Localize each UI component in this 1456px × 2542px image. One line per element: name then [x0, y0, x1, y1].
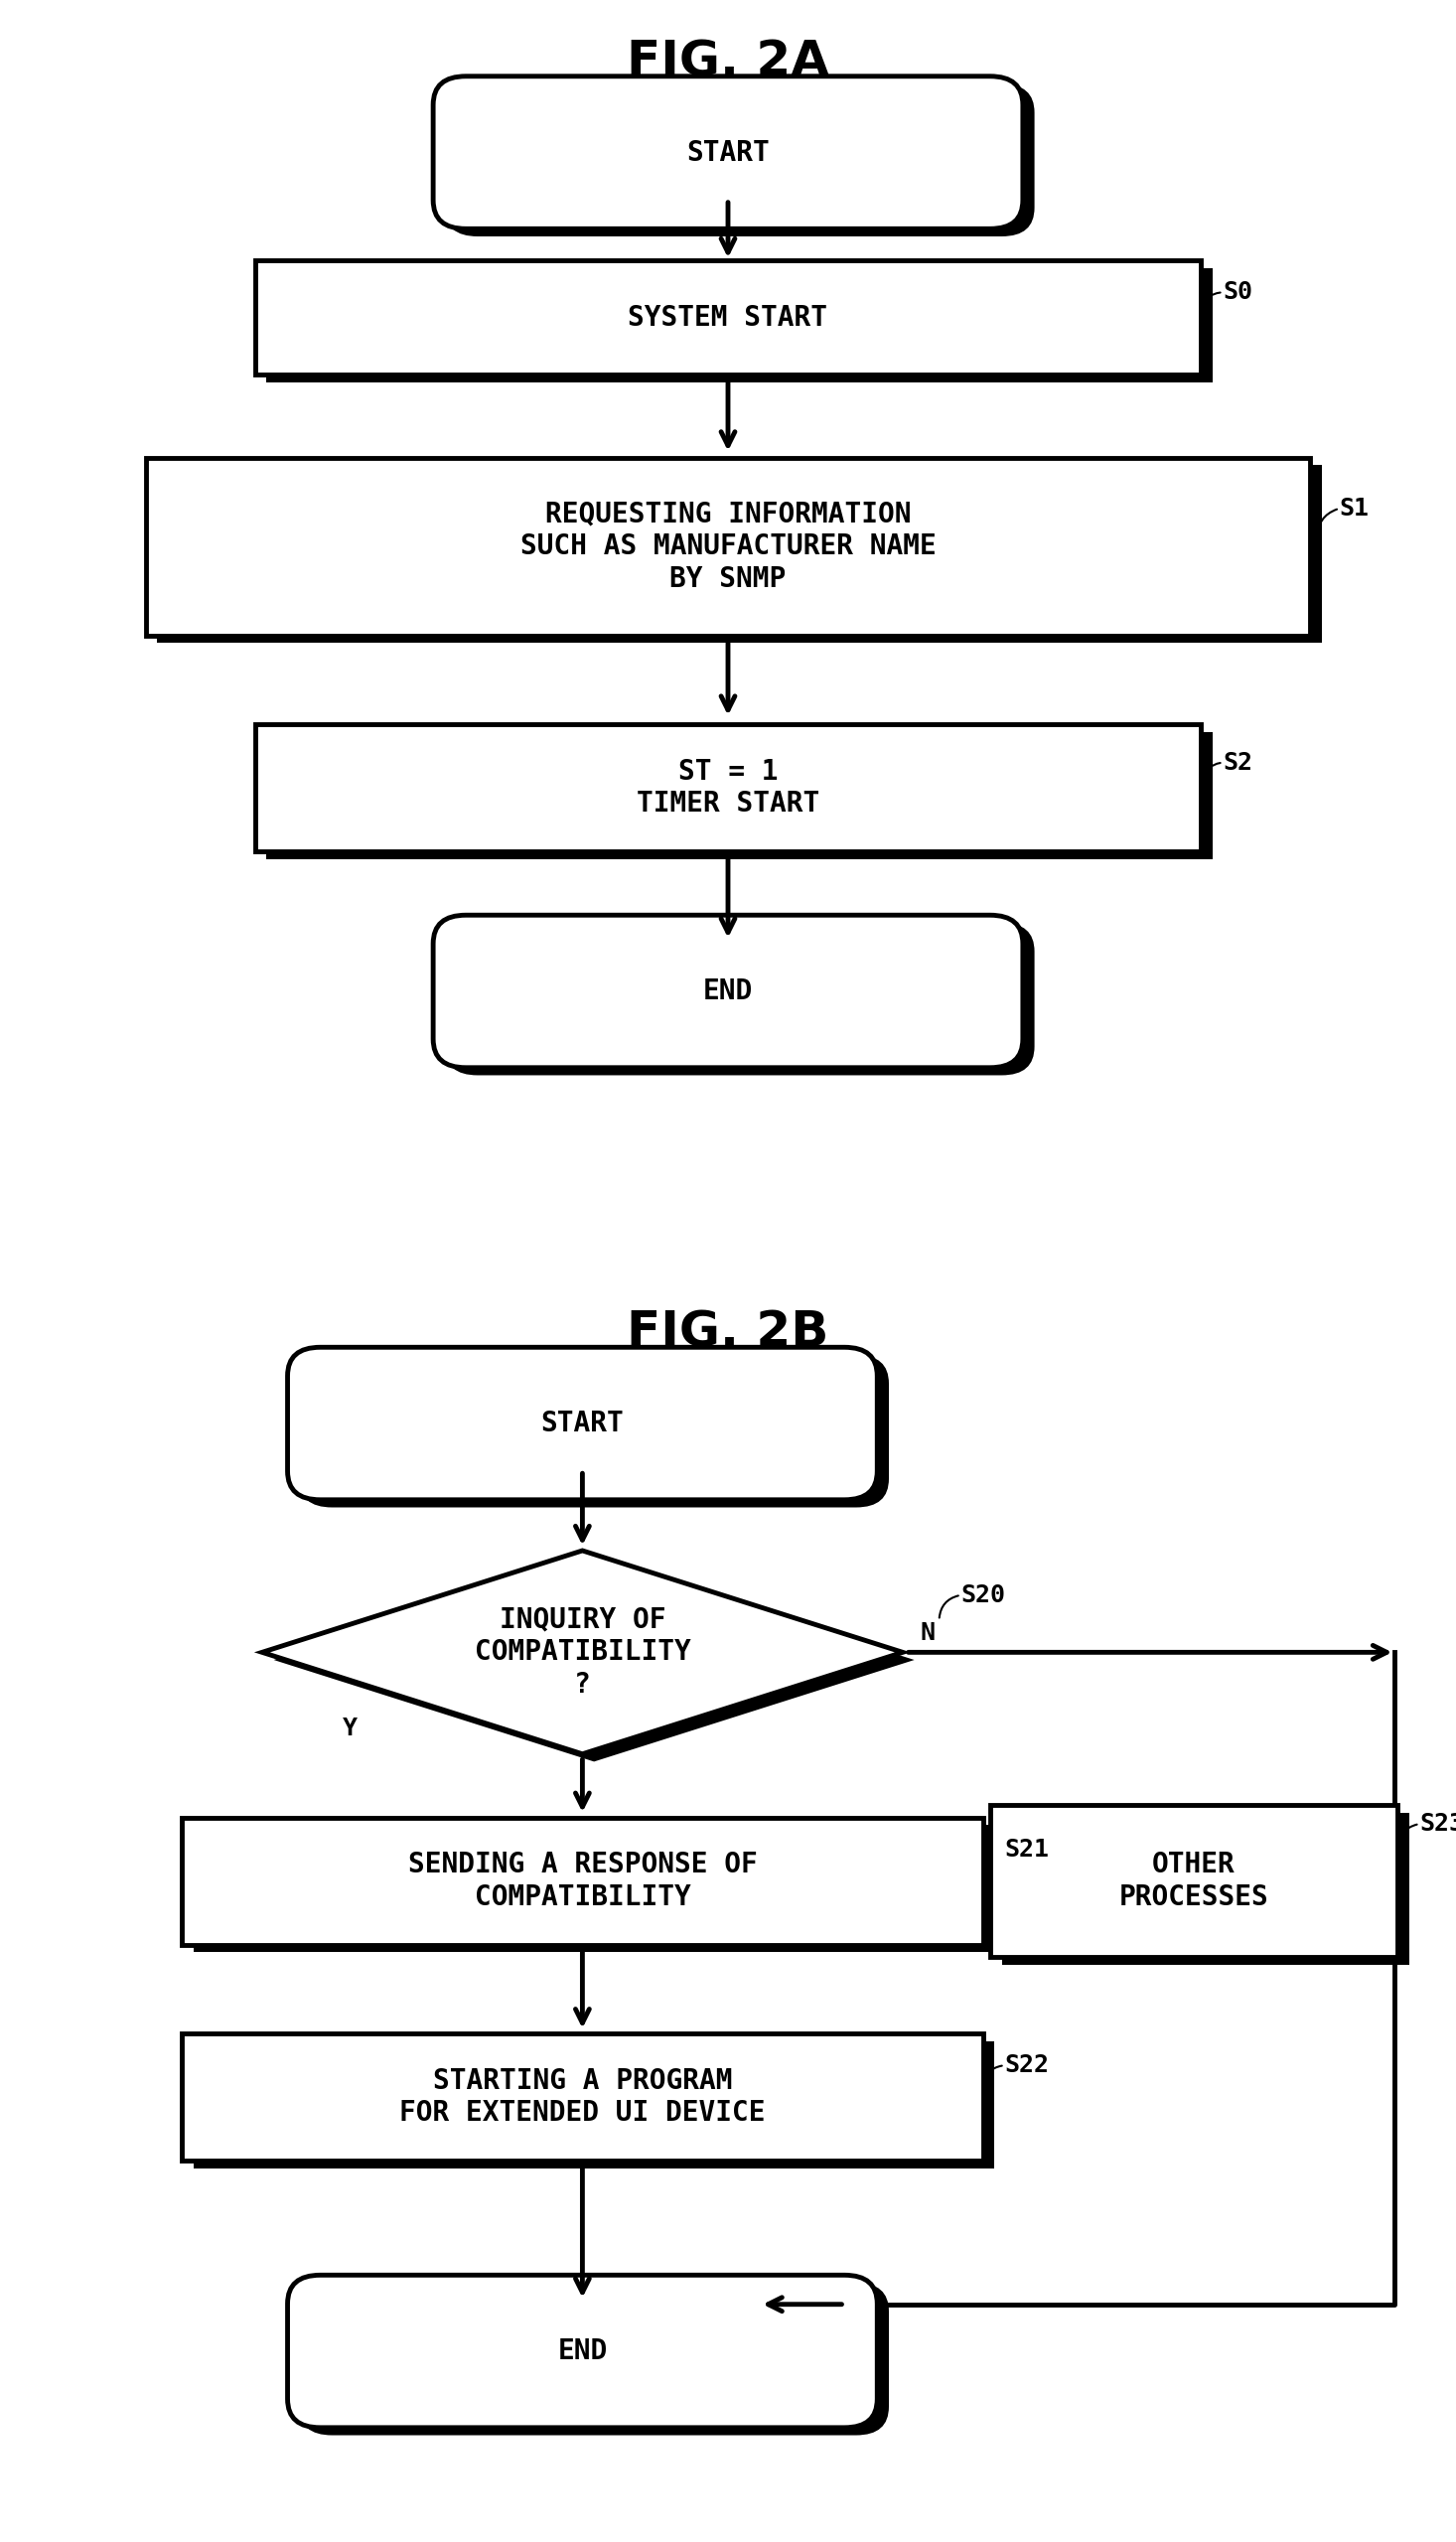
- Text: INQUIRY OF
COMPATIBILITY
?: INQUIRY OF COMPATIBILITY ?: [475, 1607, 690, 1698]
- FancyBboxPatch shape: [434, 76, 1022, 229]
- FancyBboxPatch shape: [288, 1347, 877, 1500]
- FancyBboxPatch shape: [446, 923, 1034, 1075]
- Text: S20: S20: [961, 1584, 1006, 1607]
- Text: S1: S1: [1340, 496, 1369, 521]
- Text: N: N: [920, 1622, 935, 1645]
- Bar: [182, 1818, 983, 1945]
- Bar: [990, 1805, 1398, 1957]
- Bar: [194, 2041, 994, 2168]
- Text: S21: S21: [1005, 1838, 1050, 1861]
- Text: S2: S2: [1223, 750, 1252, 775]
- Text: S22: S22: [1005, 2054, 1050, 2077]
- Text: END: END: [558, 2339, 607, 2364]
- Bar: [266, 732, 1213, 859]
- Text: START: START: [686, 140, 770, 165]
- Bar: [182, 2034, 983, 2161]
- Text: S23: S23: [1420, 1812, 1456, 1835]
- FancyBboxPatch shape: [446, 84, 1034, 236]
- Text: ST = 1
TIMER START: ST = 1 TIMER START: [636, 758, 820, 819]
- Text: STARTING A PROGRAM
FOR EXTENDED UI DEVICE: STARTING A PROGRAM FOR EXTENDED UI DEVIC…: [399, 2067, 766, 2128]
- Bar: [1002, 1812, 1409, 1965]
- Bar: [157, 465, 1322, 643]
- Text: Y: Y: [342, 1716, 357, 1741]
- Bar: [255, 262, 1201, 376]
- Polygon shape: [274, 1558, 914, 1762]
- Bar: [146, 458, 1310, 636]
- Text: SYSTEM START: SYSTEM START: [628, 305, 828, 330]
- Text: END: END: [703, 979, 753, 1004]
- Bar: [194, 1825, 994, 1952]
- Bar: [255, 724, 1201, 852]
- FancyBboxPatch shape: [300, 2283, 888, 2435]
- Text: FIG. 2B: FIG. 2B: [628, 1309, 828, 1357]
- FancyBboxPatch shape: [434, 915, 1022, 1068]
- FancyBboxPatch shape: [288, 2275, 877, 2428]
- Polygon shape: [262, 1551, 903, 1754]
- Text: OTHER
PROCESSES: OTHER PROCESSES: [1120, 1851, 1268, 1912]
- Text: S0: S0: [1223, 280, 1252, 305]
- Text: SENDING A RESPONSE OF
COMPATIBILITY: SENDING A RESPONSE OF COMPATIBILITY: [408, 1851, 757, 1912]
- Text: REQUESTING INFORMATION
SUCH AS MANUFACTURER NAME
BY SNMP: REQUESTING INFORMATION SUCH AS MANUFACTU…: [520, 501, 936, 592]
- Text: START: START: [540, 1411, 625, 1436]
- Bar: [266, 269, 1213, 381]
- Text: FIG. 2A: FIG. 2A: [626, 38, 830, 86]
- FancyBboxPatch shape: [300, 1355, 888, 1507]
